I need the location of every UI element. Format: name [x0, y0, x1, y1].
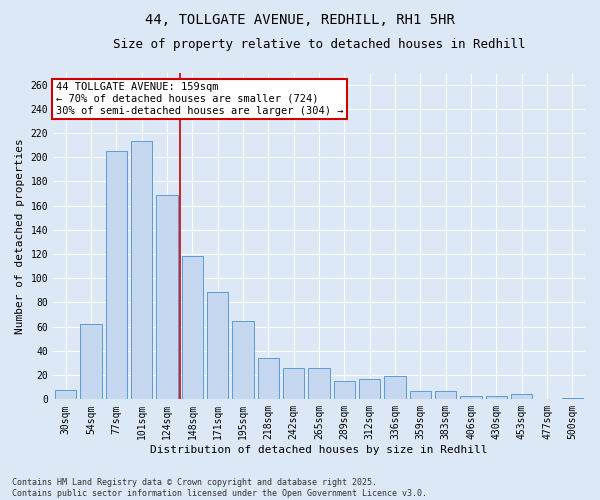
Bar — [80, 324, 102, 400]
Bar — [334, 381, 355, 400]
Bar — [410, 391, 431, 400]
Bar — [131, 142, 152, 400]
Bar — [562, 398, 583, 400]
Bar — [156, 195, 178, 400]
Bar — [460, 396, 482, 400]
Y-axis label: Number of detached properties: Number of detached properties — [15, 138, 25, 334]
Text: 44, TOLLGATE AVENUE, REDHILL, RH1 5HR: 44, TOLLGATE AVENUE, REDHILL, RH1 5HR — [145, 12, 455, 26]
Title: Size of property relative to detached houses in Redhill: Size of property relative to detached ho… — [113, 38, 525, 51]
Bar — [308, 368, 330, 400]
Bar — [257, 358, 279, 400]
Bar — [283, 368, 304, 400]
Bar — [207, 292, 229, 400]
X-axis label: Distribution of detached houses by size in Redhill: Distribution of detached houses by size … — [150, 445, 488, 455]
Bar — [182, 256, 203, 400]
Bar — [359, 379, 380, 400]
Bar — [511, 394, 532, 400]
Text: 44 TOLLGATE AVENUE: 159sqm
← 70% of detached houses are smaller (724)
30% of sem: 44 TOLLGATE AVENUE: 159sqm ← 70% of deta… — [56, 82, 343, 116]
Bar — [55, 390, 76, 400]
Text: Contains HM Land Registry data © Crown copyright and database right 2025.
Contai: Contains HM Land Registry data © Crown c… — [12, 478, 427, 498]
Bar — [485, 396, 507, 400]
Bar — [384, 376, 406, 400]
Bar — [106, 151, 127, 400]
Bar — [232, 320, 254, 400]
Bar — [435, 391, 457, 400]
